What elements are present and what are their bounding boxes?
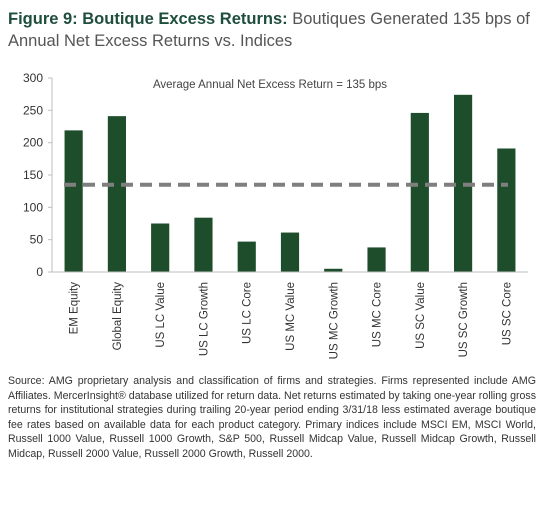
chart-subtitle: Boutiques Generated 135 bps of Annual Ne… — [8, 10, 530, 50]
bar-us-lc-growth — [194, 217, 213, 272]
bar-us-mc-growth — [324, 268, 343, 272]
y-axis: 0 50 100 150 200 250 300 — [23, 71, 53, 279]
x-tick-label: EM Equity — [69, 282, 81, 335]
bar-us-sc-value — [410, 112, 429, 272]
bar-global-equity — [107, 116, 126, 272]
x-axis: EM Equity Global Equity US LC Value US LC G… — [52, 271, 528, 359]
bar-us-mc-value — [280, 232, 300, 272]
bar-us-mc-core — [367, 247, 386, 272]
x-tick-label: US LC Value — [155, 282, 167, 348]
bar-us-sc-core — [497, 148, 516, 272]
bar-em-equity — [64, 130, 83, 272]
y-tick-label: 200 — [23, 136, 43, 150]
y-tick-label: 50 — [30, 233, 44, 247]
source-note: Source: AMG proprietary analysis and cla… — [8, 375, 536, 460]
x-tick-label: US SC Core — [501, 282, 513, 345]
bars — [64, 94, 516, 273]
reference-line-group: Average Annual Net Excess Return = 135 b… — [64, 79, 508, 187]
bar-chart: 0 50 100 150 200 250 300 Average Annual Net Ex… — [23, 71, 528, 359]
x-tick-label: US LC Growth — [198, 282, 210, 356]
x-tick-label: US SC Growth — [458, 282, 470, 357]
x-tick-label: US MC Value — [285, 282, 297, 351]
figure-label: Figure 9: Boutique Excess Returns: — [8, 10, 288, 28]
reference-line-label: Average Annual Net Excess Return = 135 b… — [153, 79, 387, 91]
x-tick-label: US MC Growth — [328, 282, 340, 359]
y-tick-label: 100 — [23, 200, 43, 214]
y-tick-label: 250 — [23, 103, 43, 117]
bar-us-lc-value — [151, 223, 170, 272]
y-tick-label: 0 — [36, 265, 43, 279]
x-tick-label: US MC Core — [372, 282, 384, 347]
x-tick-label: US LC Core — [242, 282, 254, 344]
y-tick-label: 150 — [23, 168, 43, 182]
x-tick-label: US SC Value — [415, 282, 427, 349]
chart-title: Figure 9: Boutique Excess Returns: Bouti… — [8, 8, 536, 52]
x-tick-label: Global Equity — [112, 282, 124, 351]
bar-us-lc-core — [237, 241, 256, 272]
y-tick-label: 300 — [23, 71, 43, 85]
